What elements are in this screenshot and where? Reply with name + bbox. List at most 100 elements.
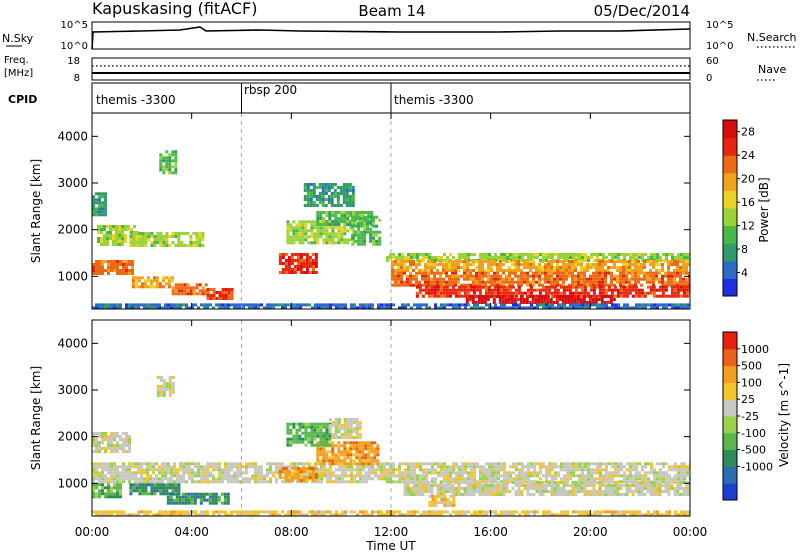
- power-cell: [682, 266, 685, 269]
- velocity-cell: [170, 468, 173, 472]
- power-cell: [496, 277, 499, 281]
- velocity-cell: [135, 489, 139, 493]
- power-cell: [118, 231, 121, 234]
- power-cell: [578, 306, 581, 309]
- power-cell: [245, 303, 248, 307]
- power-cell: [568, 263, 571, 266]
- velocity-cell: [655, 481, 659, 484]
- power-cell: [343, 217, 347, 220]
- velocity-cell: [589, 481, 593, 484]
- power-cell: [445, 274, 448, 278]
- power-cell: [363, 227, 367, 231]
- velocity-cell: [119, 480, 122, 484]
- velocity-cell: [392, 462, 395, 466]
- power-cell: [422, 303, 425, 307]
- power-cell: [343, 241, 347, 245]
- velocity-cell: [107, 471, 110, 475]
- velocity-cell: [181, 495, 185, 499]
- velocity-cell: [122, 468, 125, 472]
- velocity-cell: [184, 501, 188, 505]
- velocity-cell: [175, 498, 179, 502]
- power-cell: [586, 294, 590, 298]
- velocity-cell: [353, 477, 356, 481]
- velocity-cell: [176, 510, 179, 514]
- power-cell: [221, 306, 224, 309]
- power-cell: [328, 241, 332, 245]
- power-cell: [546, 295, 550, 298]
- power-cell: [518, 306, 521, 309]
- velocity-cell: [404, 468, 407, 472]
- power-cell: [545, 306, 548, 309]
- velocity-cell: [165, 492, 169, 496]
- power-cell: [328, 220, 332, 223]
- velocity-cell: [566, 474, 569, 478]
- velocity-cell: [156, 385, 160, 388]
- power-cell: [632, 256, 635, 259]
- power-cell: [360, 236, 364, 240]
- power-cell: [598, 285, 602, 289]
- velocity-cell: [101, 489, 104, 493]
- power-cell: [116, 272, 119, 275]
- velocity-cell: [436, 493, 440, 496]
- velocity-cell: [116, 441, 119, 444]
- power-cell: [421, 269, 424, 272]
- velocity-cell: [349, 436, 353, 439]
- velocity-cell: [320, 480, 323, 484]
- power-cell: [576, 295, 580, 298]
- power-cell: [493, 291, 497, 295]
- velocity-cell: [653, 477, 656, 481]
- power-cell: [623, 303, 626, 307]
- velocity-cell: [599, 474, 602, 478]
- velocity-cell: [548, 474, 551, 478]
- power-cell: [351, 195, 355, 198]
- velocity-cell: [298, 434, 302, 438]
- power-cell: [316, 241, 320, 245]
- power-cell: [146, 303, 149, 307]
- power-cell: [553, 266, 556, 269]
- velocity-cell: [358, 444, 362, 448]
- velocity-cell: [302, 474, 305, 478]
- power-cell: [629, 256, 632, 259]
- velocity-cell: [113, 468, 116, 472]
- velocity-cell: [119, 447, 122, 450]
- power-cell: [143, 306, 146, 309]
- velocity-cell: [533, 474, 536, 478]
- velocity-cell: [562, 490, 566, 493]
- velocity-cell: [451, 484, 455, 487]
- power-cell: [598, 274, 601, 278]
- power-cell: [661, 294, 665, 298]
- noise-right-label: N.Search: [747, 31, 797, 44]
- velocity-cell: [161, 474, 164, 478]
- velocity-cell: [617, 471, 620, 475]
- velocity-cell: [156, 388, 160, 391]
- power-cell: [355, 211, 359, 214]
- power-cell: [517, 274, 520, 278]
- power-cell: [577, 283, 580, 287]
- power-cell: [670, 263, 673, 266]
- velocity-cell: [217, 498, 221, 502]
- power-cell: [153, 241, 157, 244]
- power-cell: [451, 271, 454, 275]
- velocity-cell: [422, 477, 425, 481]
- velocity-cell: [376, 450, 380, 454]
- power-cell: [588, 301, 592, 304]
- velocity-cell: [410, 477, 413, 481]
- velocity-cell: [349, 456, 353, 460]
- power-cell: [325, 211, 329, 214]
- velocity-cell: [374, 462, 377, 466]
- velocity-cell: [358, 424, 362, 427]
- velocity-cell: [107, 489, 110, 493]
- velocity-cell: [101, 468, 104, 472]
- power-cell: [688, 277, 690, 281]
- power-cell: [482, 306, 485, 309]
- power-cell: [418, 291, 422, 295]
- power-cell: [360, 233, 364, 237]
- velocity-cell: [373, 456, 377, 460]
- power-cell: [466, 291, 470, 295]
- power-cell: [350, 303, 353, 307]
- velocity-cell: [211, 501, 215, 505]
- velocity-cell: [110, 441, 113, 444]
- power-cell: [622, 266, 625, 269]
- power-cell: [109, 231, 112, 234]
- power-cell: [543, 295, 547, 298]
